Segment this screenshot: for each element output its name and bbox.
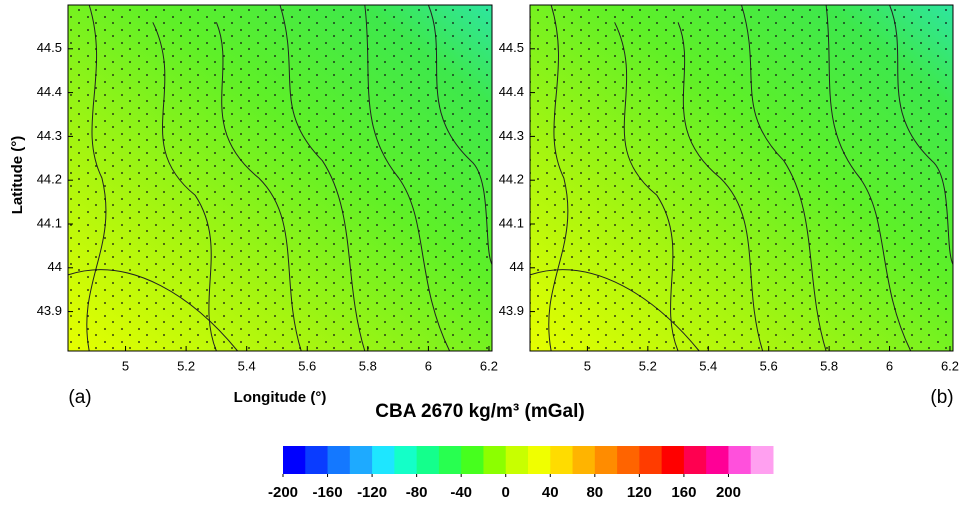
stations [530,5,953,351]
y-tick-label: 44.4 [37,84,62,99]
colorbar-tick-label: 80 [586,484,603,501]
y-tick-label: 44.3 [37,128,62,143]
x-tick-label: 5 [584,358,591,373]
color-swatch [572,446,596,474]
color-swatch [750,446,774,474]
x-tick-label: 6.2 [480,358,498,373]
y-tick-label: 44.5 [37,40,62,55]
colorbar-tick-label: -160 [313,484,343,501]
x-tick-label: 5.6 [760,358,778,373]
x-tick-label: 5.2 [177,358,195,373]
colorbar-title: CBA 2670 kg/m³ (mGal) [375,401,584,422]
color-swatch [416,446,440,474]
colorbar-tick-label: 0 [502,484,510,501]
panel-label: (a) [68,387,91,408]
colorbar-tick-label: 40 [542,484,559,501]
x-tick-label: 5.4 [699,358,717,373]
color-swatch [327,446,351,474]
stations [68,5,492,351]
colorbar-tick-label: -120 [357,484,387,501]
x-tick-label: 5.4 [238,358,256,373]
color-swatch [283,446,306,474]
color-swatch [661,446,685,474]
x-tick-label: 5.6 [298,358,316,373]
colorbar-tick-label: -80 [406,484,428,501]
x-tick-label: 6.2 [941,358,959,373]
color-swatch [394,446,418,474]
color-swatch [438,446,462,474]
plot-frame [529,4,954,352]
color-swatch [528,446,551,474]
y-tick-label: 44.4 [499,84,524,99]
color-swatch [505,446,529,474]
color-swatch [550,446,574,474]
y-tick-label: 44.2 [37,172,62,187]
color-swatch [683,446,707,474]
y-tick-label: 44.3 [499,128,524,143]
x-tick-label: 5.8 [820,358,838,373]
panel-label: (b) [930,387,953,408]
x-tick-label: 6 [425,358,432,373]
color-swatch [349,446,373,474]
y-tick-label: 43.9 [499,303,524,318]
colorbar-tick-label: 200 [716,484,741,501]
color-swatch [372,446,395,474]
y-tick-label: 44.2 [499,172,524,187]
color-swatch [461,446,484,474]
x-tick-label: 5.2 [639,358,657,373]
y-tick-label: 43.9 [37,303,62,318]
plot-frame [67,4,493,352]
color-swatch [728,446,752,474]
colorbar-tick-label: 160 [671,484,696,501]
y-tick-label: 44 [48,259,62,274]
y-tick-label: 44.5 [499,40,524,55]
color-swatch [639,446,663,474]
x-tick-label: 5.8 [359,358,377,373]
x-tick-label: 6 [886,358,893,373]
y-tick-label: 44.1 [499,215,524,230]
y-tick-label: 44.1 [37,215,62,230]
color-swatch [594,446,618,474]
color-swatch [305,446,329,474]
color-swatch [483,446,507,474]
color-swatch [617,446,640,474]
x-axis-label: Longitude (°) [234,389,327,406]
y-tick-label: 44 [510,259,524,274]
x-tick-label: 5 [122,358,129,373]
colorbar-tick-label: -200 [268,484,298,501]
color-swatch [706,446,729,474]
colorbar-tick-label: -40 [450,484,472,501]
colorbar-tick-label: 120 [627,484,652,501]
y-axis-label: Latitude (°) [9,136,26,215]
